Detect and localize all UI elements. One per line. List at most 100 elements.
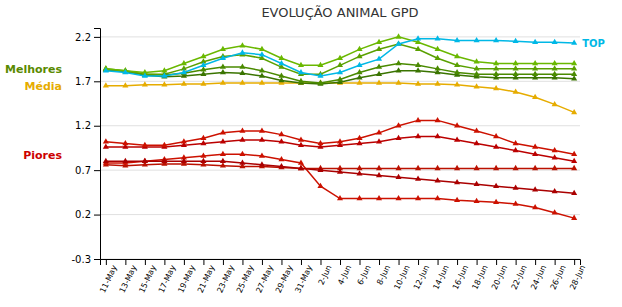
- series-line: [106, 39, 574, 76]
- marker: [239, 42, 245, 47]
- x-tick-label: 10-Jun: [392, 264, 411, 291]
- grid-line: [100, 214, 580, 215]
- x-tick-mark: [320, 259, 321, 265]
- y-tick: 2.2: [75, 32, 100, 43]
- marker: [278, 55, 284, 60]
- marker: [513, 60, 519, 65]
- x-tick-mark: [164, 259, 165, 265]
- marker: [376, 64, 382, 69]
- x-tick: 19-May: [176, 259, 197, 294]
- marker: [395, 174, 401, 179]
- marker: [415, 62, 421, 67]
- marker: [220, 80, 226, 85]
- marker: [493, 65, 499, 70]
- marker: [259, 67, 265, 72]
- y-tick-mark: [94, 81, 100, 82]
- marker: [317, 72, 323, 77]
- marker: [454, 81, 460, 86]
- marker: [161, 72, 167, 77]
- marker: [376, 56, 382, 61]
- x-tick-mark: [145, 259, 146, 265]
- marker: [259, 46, 265, 51]
- marker: [395, 33, 401, 38]
- marker: [298, 160, 304, 165]
- x-tick: 15-May: [137, 259, 158, 294]
- marker: [493, 60, 499, 65]
- marker: [337, 62, 343, 67]
- x-tick-mark: [360, 259, 361, 265]
- x-tick-label: 15-May: [137, 263, 158, 294]
- marker: [532, 60, 538, 65]
- marker: [493, 37, 499, 42]
- marker: [571, 215, 577, 220]
- marker: [181, 138, 187, 143]
- marker: [513, 140, 519, 145]
- marker: [161, 81, 167, 86]
- marker: [103, 144, 109, 149]
- marker: [298, 62, 304, 67]
- series: [103, 151, 577, 220]
- marker: [493, 133, 499, 138]
- marker: [571, 158, 577, 163]
- marker: [571, 71, 577, 76]
- x-tick: 27-May: [254, 259, 275, 294]
- marker: [395, 40, 401, 45]
- chart: -0.30.20.71.21.72.211-May13-May15-May17-…: [0, 0, 622, 307]
- marker: [278, 60, 284, 65]
- marker: [395, 60, 401, 65]
- marker: [376, 172, 382, 177]
- x-tick-label: 17-May: [157, 263, 178, 294]
- y-tick: 0.2: [75, 209, 100, 220]
- marker: [356, 69, 362, 74]
- marker: [356, 46, 362, 51]
- marker: [259, 51, 265, 56]
- group-label: Melhores: [5, 63, 62, 76]
- x-tick-label: 8-Jun: [375, 264, 392, 287]
- marker: [395, 67, 401, 72]
- marker: [376, 39, 382, 44]
- x-tick: 11-May: [98, 259, 119, 294]
- marker: [435, 177, 441, 182]
- marker: [513, 200, 519, 205]
- marker: [454, 69, 460, 74]
- marker: [571, 151, 577, 156]
- marker: [552, 188, 558, 193]
- marker: [298, 136, 304, 141]
- marker: [298, 69, 304, 74]
- x-tick-label: 6-Jun: [356, 264, 373, 287]
- marker: [474, 71, 480, 76]
- marker: [493, 199, 499, 204]
- marker: [552, 60, 558, 65]
- marker: [103, 138, 109, 143]
- x-tick-label: 23-May: [215, 263, 236, 294]
- x-tick: 14-Jun: [431, 259, 450, 291]
- marker: [552, 101, 558, 106]
- marker: [435, 195, 441, 200]
- x-tick-mark: [301, 259, 302, 265]
- x-tick-label: 11-May: [98, 263, 119, 294]
- y-tick-mark: [94, 215, 100, 216]
- marker: [317, 140, 323, 145]
- marker: [376, 165, 382, 170]
- series: [103, 40, 577, 75]
- x-tick-mark: [418, 259, 419, 265]
- marker: [259, 128, 265, 133]
- marker: [200, 158, 206, 163]
- marker: [278, 138, 284, 143]
- marker: [122, 69, 128, 74]
- marker: [103, 82, 109, 87]
- x-tick-mark: [242, 259, 243, 265]
- marker: [474, 165, 480, 170]
- marker: [415, 46, 421, 51]
- marker: [356, 74, 362, 79]
- marker: [356, 135, 362, 140]
- marker: [278, 72, 284, 77]
- x-tick: 20-Jun: [490, 259, 509, 291]
- marker: [239, 151, 245, 156]
- x-tick-mark: [457, 259, 458, 265]
- marker: [337, 55, 343, 60]
- x-tick-mark: [555, 259, 556, 265]
- marker: [474, 37, 480, 42]
- marker: [395, 195, 401, 200]
- marker: [552, 209, 558, 214]
